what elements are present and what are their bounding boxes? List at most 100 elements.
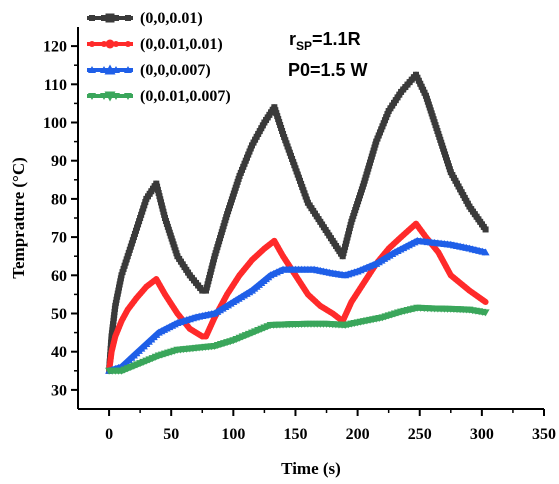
x-tick-label: 200 [346,426,370,443]
data-point [300,187,307,194]
legend-marker [88,66,96,73]
legend-label: (0,0.01,0.007) [140,88,231,105]
data-point [342,243,349,250]
rsp-subscript: SP [296,39,312,53]
data-point [208,265,215,272]
data-point [155,189,162,196]
data-point [142,199,149,206]
data-point [221,220,228,227]
data-point [161,211,168,218]
x-tick-label: 300 [470,426,494,443]
data-point [481,309,490,317]
data-point [153,180,160,187]
data-point [283,140,290,147]
legend-marker [105,39,115,49]
legend-marker [125,15,131,21]
legend-marker [113,41,119,47]
data-point [128,240,135,247]
data-point [210,256,217,263]
data-point [287,152,294,159]
data-point [375,132,382,139]
data-point [218,229,225,236]
data-point [365,165,372,172]
data-point [347,221,354,228]
data-point [415,77,422,84]
legend-marker [125,41,131,47]
data-point [131,230,138,237]
data-point [130,234,137,241]
data-point [420,86,427,93]
legend-label: (0,0,0.007) [140,62,211,79]
data-point [292,165,299,172]
data-point [481,248,490,256]
data-point [206,271,213,278]
legend-label: (0,0,0.01) [140,10,203,27]
data-point [114,290,121,297]
data-point [346,228,353,235]
data-point [216,238,223,245]
data-point [122,259,129,266]
data-point [340,250,347,257]
data-point [361,177,368,184]
data-point [158,202,165,209]
data-point [294,171,301,178]
x-tick-label: 50 [163,426,179,443]
data-point [205,278,212,285]
data-point [136,218,143,225]
data-point [373,138,380,145]
power-annotation: P0=1.5 W [288,60,368,80]
data-point [114,293,121,300]
series-2 [106,220,489,374]
data-point [379,123,386,130]
y-tick-label: 40 [51,344,67,361]
data-point [299,184,306,191]
data-point [384,111,391,118]
data-point [117,275,124,282]
data-point [222,217,229,224]
data-point [289,155,296,162]
data-point [383,114,390,121]
data-point [116,284,123,291]
data-point [113,296,120,303]
legend: (0,0,0.01) (0,0.01,0.01) (0,0,0.007) (0,0.0… [87,10,231,105]
data-point [213,247,220,254]
data-point [302,193,309,200]
legend-marker [124,66,132,73]
data-point [204,281,211,288]
data-point [215,241,222,248]
ticks: 0 50 100 150 200 250 300 350 30 40 50 60 70 80 90 100 11… [43,39,556,443]
data-point [138,211,145,218]
data-point [413,71,420,78]
y-tick-label: 110 [44,77,67,94]
data-point [240,163,247,170]
data-point [378,126,385,133]
x-tick-label: 0 [105,426,113,443]
data-point [343,237,350,244]
legend-marker [89,41,95,47]
legend-marker [100,93,108,100]
data-point [280,130,287,137]
data-point [203,284,210,291]
data-point [111,308,118,315]
data-point [285,146,292,153]
data-point [342,240,349,247]
data-point [281,134,288,141]
series-1 [106,71,489,374]
data-point [286,149,293,156]
data-point [154,186,161,193]
data-point [368,153,375,160]
data-point [158,199,165,206]
data-point [298,180,305,187]
x-tick-label: 350 [532,426,556,443]
data-point [156,193,163,200]
data-point [303,196,310,203]
x-axis-title: Time (s) [281,459,341,478]
data-point [154,183,161,190]
data-point [344,234,351,241]
data-point [367,156,374,163]
data-point [111,312,118,319]
data-point [245,151,252,158]
data-point [110,321,117,328]
data-point [159,205,166,212]
data-point [223,214,230,221]
